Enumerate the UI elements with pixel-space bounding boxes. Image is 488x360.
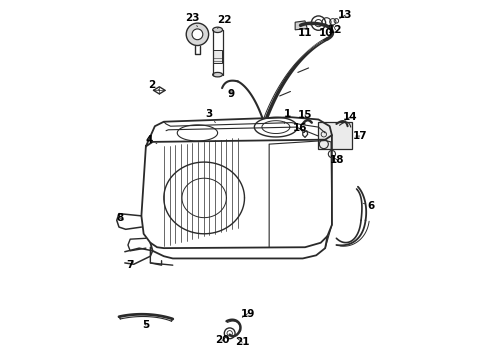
Text: 15: 15 [297,110,312,120]
Text: 13: 13 [337,10,352,20]
Text: 22: 22 [217,14,231,28]
Text: 4: 4 [145,135,157,145]
Text: 18: 18 [329,155,344,165]
Text: 10: 10 [318,24,332,38]
Text: 19: 19 [240,309,254,319]
Bar [213,50,222,63]
Polygon shape [295,21,306,30]
Text: 11: 11 [297,25,312,38]
Text: 8: 8 [117,213,123,223]
Text: 21: 21 [235,337,249,347]
Text: 20: 20 [214,336,229,346]
Text: 14: 14 [342,112,356,122]
Text: 12: 12 [327,25,342,35]
Ellipse shape [212,72,222,77]
Circle shape [192,29,203,40]
Text: 9: 9 [227,89,234,99]
Text: 7: 7 [126,260,134,270]
Ellipse shape [212,27,222,32]
Text: 3: 3 [204,109,215,123]
Text: 23: 23 [184,13,199,27]
Text: 5: 5 [142,320,149,330]
Text: 6: 6 [363,201,374,211]
Bar [318,122,351,149]
Text: 1: 1 [283,109,290,123]
Text: 17: 17 [352,131,366,141]
Text: 2: 2 [148,80,159,90]
Circle shape [186,23,208,45]
Text: 16: 16 [292,123,306,134]
